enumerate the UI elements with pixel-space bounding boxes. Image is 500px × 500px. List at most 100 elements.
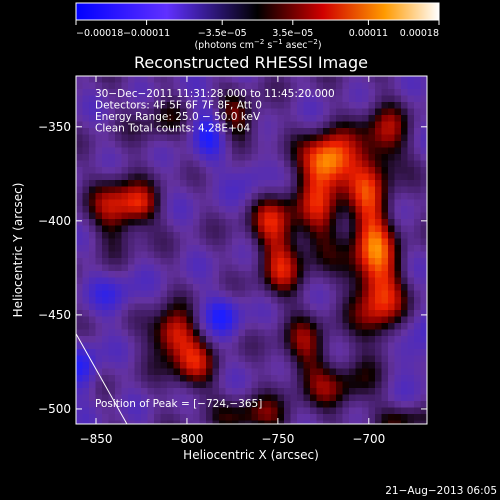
heatmap-cell [193, 206, 200, 213]
heatmap-cell [323, 76, 330, 83]
heatmap-cell [186, 414, 194, 421]
heatmap-cell [336, 375, 343, 382]
heatmap-cell [401, 121, 408, 129]
heatmap-cell [219, 355, 226, 363]
heatmap-cell [212, 251, 220, 259]
heatmap-cell [141, 388, 148, 395]
heatmap-cell [82, 388, 90, 395]
heatmap-cell [297, 141, 304, 148]
heatmap-cell [167, 323, 174, 330]
heatmap-cell [193, 349, 200, 356]
heatmap-cell [342, 212, 350, 220]
heatmap-cell [407, 167, 415, 174]
heatmap-cell [407, 290, 415, 298]
heatmap-cell [89, 284, 96, 291]
heatmap-cell [388, 160, 395, 168]
heatmap-cell [173, 102, 181, 109]
heatmap-cell [329, 329, 337, 337]
heatmap-cell [102, 284, 109, 291]
heatmap-cell [95, 167, 103, 174]
heatmap-cell [349, 316, 356, 324]
heatmap-cell [375, 271, 382, 278]
heatmap-cell [108, 290, 116, 298]
heatmap-cell [95, 206, 103, 213]
heatmap-cell [206, 238, 213, 246]
heatmap-cell [414, 284, 421, 291]
heatmap-cell [147, 134, 155, 142]
heatmap-cell [368, 167, 376, 174]
heatmap-cell [134, 115, 142, 122]
heatmap-cell [82, 414, 90, 421]
heatmap-cell [95, 284, 103, 291]
heatmap-cell [284, 420, 291, 424]
heatmap-cell [206, 251, 213, 259]
heatmap-cell [245, 102, 252, 109]
heatmap-cell [414, 420, 421, 424]
heatmap-cell [303, 193, 311, 200]
heatmap-cell [206, 420, 213, 424]
heatmap-cell [154, 82, 161, 90]
heatmap-cell [336, 89, 343, 96]
heatmap-cell [95, 349, 103, 356]
heatmap-cell [212, 141, 220, 148]
heatmap-cell [95, 147, 103, 155]
heatmap-cell [167, 212, 174, 220]
heatmap-cell [186, 401, 194, 408]
heatmap-cell [121, 401, 129, 408]
heatmap-cell [251, 381, 259, 389]
heatmap-cell [160, 284, 168, 291]
heatmap-cell [284, 167, 291, 174]
heatmap-cell [381, 414, 389, 421]
heatmap-cell [225, 180, 233, 187]
heatmap-cell [141, 147, 148, 155]
heatmap-cell [381, 420, 389, 424]
heatmap-cell [258, 420, 265, 424]
heatmap-cell [115, 310, 122, 317]
heatmap-cell [180, 173, 187, 181]
heatmap-cell [141, 76, 148, 83]
heatmap-cell [199, 401, 207, 408]
heatmap-cell [232, 206, 239, 213]
heatmap-cell [414, 342, 421, 350]
heatmap-cell [128, 258, 135, 265]
heatmap-cell [368, 89, 376, 96]
heatmap-cell [219, 95, 226, 103]
heatmap-cell [407, 407, 415, 415]
heatmap-cell [154, 167, 161, 174]
heatmap-cell [134, 323, 142, 330]
heatmap-cell [342, 186, 350, 194]
heatmap-cell [310, 141, 317, 148]
heatmap-cell [258, 375, 265, 382]
heatmap-cell [121, 310, 129, 317]
heatmap-cell [193, 284, 200, 291]
heatmap-cell [173, 297, 181, 304]
heatmap-cell [102, 414, 109, 421]
heatmap-cell [82, 167, 90, 174]
heatmap-cell [212, 121, 220, 129]
heatmap-cell [381, 141, 389, 148]
heatmap-cell [375, 368, 382, 376]
heatmap-cell [297, 82, 304, 90]
heatmap-cell [121, 245, 129, 252]
heatmap-cell [264, 388, 272, 395]
heatmap-cell [89, 362, 96, 369]
heatmap-cell [95, 173, 103, 181]
heatmap-cell [258, 310, 265, 317]
heatmap-cell [420, 349, 427, 356]
heatmap-cell [238, 82, 246, 90]
heatmap-cell [76, 154, 83, 161]
heatmap-cell [362, 368, 369, 376]
heatmap-cell [173, 121, 181, 129]
heatmap-cell [381, 193, 389, 200]
heatmap-cell [128, 245, 135, 252]
heatmap-cell [316, 89, 324, 96]
heatmap-cell [303, 342, 311, 350]
heatmap-cell [173, 180, 181, 187]
heatmap-cell [290, 102, 298, 109]
heatmap-cell [303, 407, 311, 415]
heatmap-cell [167, 108, 174, 116]
heatmap-cell [407, 121, 415, 129]
heatmap-cell [349, 238, 356, 246]
heatmap-cell [375, 277, 382, 285]
heatmap-cell [108, 349, 116, 356]
